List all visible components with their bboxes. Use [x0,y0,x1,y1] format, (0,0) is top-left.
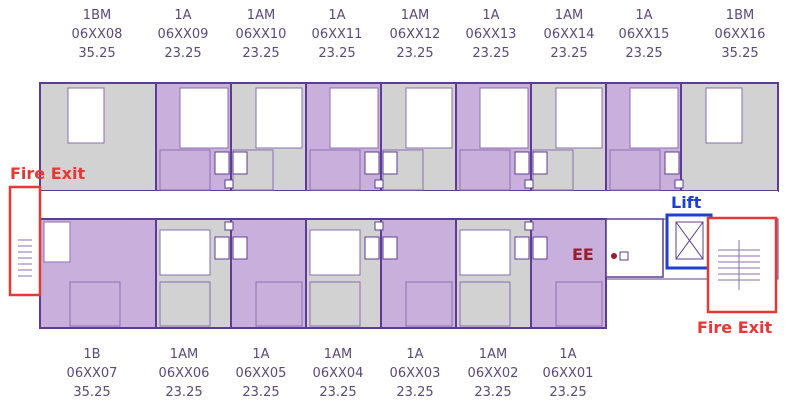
unit-area: 23.25 [396,46,434,61]
unit-code: 06XX01 [542,366,594,381]
room-06XX05 [230,218,307,329]
unit-code: 06XX12 [389,27,441,42]
corridor [40,191,778,219]
ee-label: EE [572,245,594,264]
unit-code: 06XX11 [311,27,363,42]
fire-exit-right-stair [706,216,778,314]
unit-code: 06XX15 [618,27,670,42]
unit-code: 06XX16 [714,27,766,42]
unit-label-06XX09: 1A 06XX09 23.25 [143,6,223,63]
unit-label-06XX03: 1A 06XX03 23.25 [375,345,455,402]
ee-symbol [611,253,617,259]
unit-label-06XX13: 1A 06XX13 23.25 [451,6,531,63]
unit-type: 1AM [246,8,276,23]
unit-area: 23.25 [549,385,587,400]
unit-type: 1A [635,8,653,23]
top-unit-details [67,87,743,191]
unit-label-06XX12: 1AM 06XX12 23.25 [375,6,455,63]
unit-area: 35.25 [721,46,759,61]
unit-area: 23.25 [396,385,434,400]
unit-area: 23.25 [242,385,280,400]
unit-area: 23.25 [550,46,588,61]
unit-area: 23.25 [625,46,663,61]
unit-area: 23.25 [474,385,512,400]
unit-type: 1A [174,8,192,23]
unit-code: 06XX03 [389,366,441,381]
bottom-toilet-icons [214,221,548,260]
service-area [605,218,664,278]
unit-code: 06XX08 [71,27,123,42]
unit-type: 1A [252,347,270,362]
unit-code: 06XX13 [465,27,517,42]
unit-area: 23.25 [165,385,203,400]
unit-code: 06XX07 [66,366,118,381]
unit-code: 06XX02 [467,366,519,381]
lift-label: Lift [671,193,702,212]
unit-type: 1A [406,347,424,362]
room-06XX01 [530,218,607,329]
unit-code: 06XX10 [235,27,287,42]
fire-exit-left-label: Fire Exit [10,164,86,183]
unit-code: 06XX05 [235,366,287,381]
fire-exit-right-label: Fire Exit [697,318,773,337]
unit-type: 1A [559,347,577,362]
lift-shaft [665,213,713,270]
unit-label-06XX11: 1A 06XX11 23.25 [297,6,377,63]
unit-type: 1BM [82,8,112,23]
unit-type: 1AM [323,347,353,362]
top-toilet-icons [214,151,684,189]
unit-type: 1BM [725,8,755,23]
unit-type: 1AM [478,347,508,362]
unit-label-06XX14: 1AM 06XX14 23.25 [529,6,609,63]
unit-type: 1AM [169,347,199,362]
unit-code: 06XX04 [312,366,364,381]
unit-code: 06XX09 [157,27,209,42]
unit-type: 1AM [554,8,584,23]
unit-label-06XX08: 1BM 06XX08 35.25 [57,6,137,63]
unit-area: 35.25 [78,46,116,61]
unit-area: 23.25 [319,385,357,400]
unit-area: 23.25 [318,46,356,61]
unit-type: 1A [482,8,500,23]
unit-type: 1B [83,347,101,362]
unit-area: 35.25 [73,385,111,400]
unit-label-06XX10: 1AM 06XX10 23.25 [221,6,301,63]
unit-code: 06XX14 [543,27,595,42]
unit-label-06XX07: 1B 06XX07 35.25 [52,345,132,402]
unit-label-06XX16: 1BM 06XX16 35.25 [700,6,780,63]
fire-exit-left-stair [8,185,42,297]
unit-area: 23.25 [242,46,280,61]
unit-type: 1AM [400,8,430,23]
unit-label-06XX01: 1A 06XX01 23.25 [528,345,608,402]
unit-label-06XX04: 1AM 06XX04 23.25 [298,345,378,402]
unit-label-06XX05: 1A 06XX05 23.25 [221,345,301,402]
unit-area: 23.25 [164,46,202,61]
bottom-unit-details [43,221,603,327]
unit-type: 1A [328,8,346,23]
unit-label-06XX02: 1AM 06XX02 23.25 [453,345,533,402]
unit-area: 23.25 [472,46,510,61]
room-06XX03 [380,218,457,329]
unit-code: 06XX06 [158,366,210,381]
unit-label-06XX06: 1AM 06XX06 23.25 [144,345,224,402]
unit-label-06XX15: 1A 06XX15 23.25 [604,6,684,63]
